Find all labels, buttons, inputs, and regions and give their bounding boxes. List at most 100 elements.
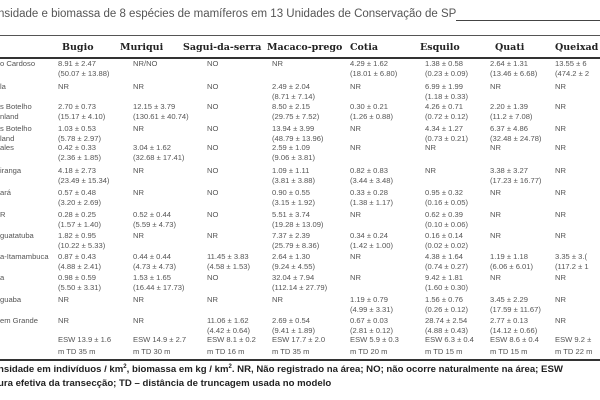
density-value: 0.52 ± 0.44 [133, 210, 171, 219]
biomass-value: (18.01 ± 6.80) [350, 68, 398, 78]
density-value: NR [272, 59, 283, 68]
table-header-rule [0, 57, 600, 59]
density-value: 2.20 ± 1.39 [490, 102, 528, 111]
biomass-value: (1.57 ± 1.40) [58, 219, 102, 229]
biomass-value: (4.42 ± 0.64) [207, 325, 251, 335]
esw-td-value: ESW 6.3 ± 0.4 [425, 335, 474, 344]
density-value: 3.45 ± 2.29 [490, 295, 528, 304]
density-value: NO [207, 102, 219, 111]
density-value: NR [555, 295, 566, 304]
density-value: NR [350, 252, 361, 261]
density-value: 2.77 ± 0.13 [490, 316, 528, 325]
esw-td-value: ESW 9.2 ± [555, 335, 592, 344]
biomass-value: (25.79 ± 8.36) [272, 240, 320, 250]
biomass-value: (117.2 ± 1 [555, 261, 589, 271]
density-value: 6.99 ± 1.99 [425, 82, 463, 91]
density-value: 2.64 ± 1.31 [490, 59, 528, 68]
density-value: NO [207, 143, 219, 152]
esw-td-value: m TD 22 m [555, 347, 593, 356]
density-value: NR [555, 124, 566, 133]
biomass-value: (1.26 ± 0.88) [350, 111, 394, 121]
table-top-rule [0, 35, 600, 36]
row-label: s Botelho land [0, 124, 32, 143]
esw-td-value: ESW 17.7 ± 2.0 [272, 335, 326, 344]
density-value: NO [207, 210, 219, 219]
density-value: 12.15 ± 3.79 [133, 102, 176, 111]
density-value: 0.67 ± 0.03 [350, 316, 388, 325]
density-value: NR [207, 231, 218, 240]
biomass-value: (48.79 ± 13.96) [272, 133, 324, 143]
column-header: Cotia [350, 42, 379, 53]
esw-td-value: m TD 35 m [272, 347, 310, 356]
footnote-text: nsidade em indivíduos / km [0, 364, 124, 375]
density-value: NR [350, 143, 361, 152]
density-value: 11.45 ± 3.83 [207, 252, 249, 261]
density-value: 28.74 ± 2.54 [425, 316, 468, 325]
density-value: NO [207, 59, 219, 68]
density-value: NO [207, 188, 219, 197]
biomass-value: (32.48 ± 24.78) [490, 133, 542, 143]
density-value: NR [58, 316, 69, 325]
density-value: NR [555, 210, 566, 219]
biomass-value: (1.38 ± 1.17) [350, 197, 394, 207]
biomass-value: (3.81 ± 3.88) [272, 175, 316, 185]
biomass-value: (0.16 ± 0.05) [425, 197, 469, 207]
density-value: NR [272, 295, 283, 304]
biomass-value: (50.07 ± 13.88) [58, 68, 110, 78]
density-value: 2.59 ± 1.09 [272, 143, 310, 152]
density-value: NO [207, 166, 219, 175]
row-label: guaba [0, 295, 22, 304]
density-value: 1.09 ± 1.11 [272, 166, 310, 175]
esw-td-value: ESW 8.1 ± 0.2 [207, 335, 256, 344]
density-value: NR [555, 102, 566, 111]
footnote-text: . NR, Não registrado na área; NO; não oc… [231, 364, 563, 375]
density-value: 8.91 ± 2.47 [58, 59, 96, 68]
density-value: 0.98 ± 0.59 [58, 273, 96, 282]
density-value: NO [207, 124, 219, 133]
biomass-value: (2.36 ± 1.85) [58, 152, 102, 162]
density-value: NR [133, 124, 144, 133]
density-value: 5.51 ± 3.74 [272, 210, 310, 219]
table-title: nsidade e biomassa de 8 espécies de mamí… [0, 8, 457, 20]
density-value: NR/NO [133, 59, 158, 68]
biomass-value: (2.81 ± 0.12) [350, 325, 394, 335]
column-header: Sagui-da-serra [183, 42, 262, 53]
biomass-value: (0.10 ± 0.06) [425, 219, 469, 229]
density-value: 13.55 ± 6 [555, 59, 587, 68]
biomass-value: (11.2 ± 7.08) [490, 111, 533, 121]
biomass-value: (4.88 ± 2.41) [58, 261, 102, 271]
density-value: NR [490, 210, 501, 219]
biomass-value: (0.02 ± 0.02) [425, 240, 469, 250]
density-value: 11.06 ± 1.62 [207, 316, 249, 325]
esw-td-value: m TD 15 m [425, 347, 463, 356]
density-value: NR [350, 210, 361, 219]
row-label: s Botelho nland [0, 102, 32, 121]
esw-td-value: m TD 35 m [58, 347, 96, 356]
density-value: NR [490, 82, 501, 91]
biomass-value: (0.73 ± 0.21) [425, 133, 469, 143]
column-header: Esquilo [420, 42, 460, 53]
density-value: 4.29 ± 1.62 [350, 59, 388, 68]
row-label: ales [0, 143, 14, 152]
esw-td-value: m TD 20 m [350, 347, 388, 356]
column-header: Bugio [62, 42, 94, 53]
density-value: 0.34 ± 0.24 [350, 231, 388, 240]
biomass-value: (1.42 ± 1.00) [350, 240, 394, 250]
density-value: 1.19 ± 1.18 [490, 252, 528, 261]
row-label: guatatuba [0, 231, 34, 240]
biomass-value: (3.44 ± 3.48) [350, 175, 394, 185]
density-value: 6.37 ± 4.86 [490, 124, 528, 133]
density-value: NR [58, 82, 69, 91]
footnote-superscript: 2 [123, 364, 127, 370]
footnote-line-1: nsidade em indivíduos / km2, biomassa em… [0, 364, 563, 375]
density-value: 0.95 ± 0.32 [425, 188, 463, 197]
density-value: 1.53 ± 1.65 [133, 273, 171, 282]
density-value: NR [350, 273, 361, 282]
row-label: o Cardoso [0, 59, 36, 68]
density-value: 8.50 ± 2.15 [272, 102, 310, 111]
density-value: 2.69 ± 0.54 [272, 316, 310, 325]
density-value: NR [58, 295, 69, 304]
density-value: 3.35 ± 3.( [555, 252, 588, 261]
row-label: a-Itamambuca [0, 252, 49, 261]
density-value: NR [490, 231, 501, 240]
